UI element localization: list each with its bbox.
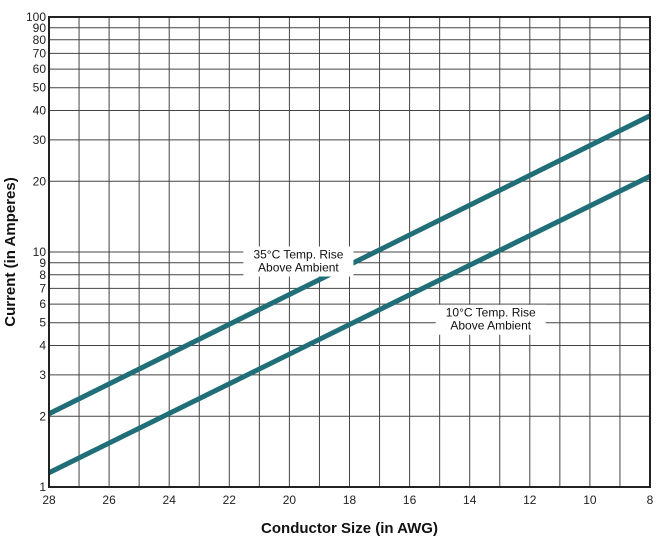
y-tick-label: 8 <box>39 268 46 282</box>
x-tick-label: 18 <box>343 493 357 507</box>
x-tick-label: 26 <box>102 493 116 507</box>
y-tick-label: 100 <box>26 10 46 24</box>
plot-frame <box>48 16 651 488</box>
tick-labels: 28 26 24 22 20 18 16 14 12 10 81234567891020304050… <box>26 10 654 507</box>
x-tick-label: 8 <box>647 493 654 507</box>
x-tick-label: 24 <box>163 493 177 507</box>
x-tick-label: 28 <box>42 493 56 507</box>
annotation-line: Above Ambient <box>450 319 531 333</box>
y-tick-label: 70 <box>33 46 47 60</box>
y-tick-label: 10 <box>33 245 47 259</box>
y-tick-label: 20 <box>33 174 47 188</box>
annotation-line: 35°C Temp. Rise <box>253 248 343 262</box>
y-tick-label: 5 <box>39 316 46 330</box>
y-tick-label: 1 <box>39 480 46 494</box>
x-tick-label: 12 <box>523 493 537 507</box>
annotation-line: 10°C Temp. Rise <box>446 306 536 320</box>
x-axis-title: Conductor Size (in AWG) <box>261 520 438 537</box>
annotation-background <box>435 304 546 335</box>
y-tick-label: 4 <box>39 339 46 353</box>
y-tick-label: 80 <box>33 33 47 47</box>
y-tick-label: 7 <box>39 281 46 295</box>
x-tick-label: 22 <box>223 493 237 507</box>
annotation-background <box>243 246 354 277</box>
y-tick-label: 2 <box>39 409 46 423</box>
y-tick-label: 50 <box>33 81 47 95</box>
x-tick-label: 20 <box>283 493 297 507</box>
x-tick-label: 14 <box>463 493 477 507</box>
y-axis-title: Current (in Amperes) <box>2 177 19 326</box>
y-tick-label: 3 <box>39 368 46 382</box>
series-line-2 <box>47 174 652 475</box>
y-tick-label: 60 <box>33 62 47 76</box>
y-tick-label: 90 <box>33 21 47 35</box>
x-tick-label: 16 <box>403 493 417 507</box>
y-tick-label: 9 <box>39 256 46 270</box>
y-tick-label: 30 <box>33 133 47 147</box>
x-tick-label: 10 <box>583 493 597 507</box>
y-tick-label: 6 <box>39 297 46 311</box>
annotation-line: Above Ambient <box>258 261 339 275</box>
y-tick-label: 40 <box>33 104 47 118</box>
